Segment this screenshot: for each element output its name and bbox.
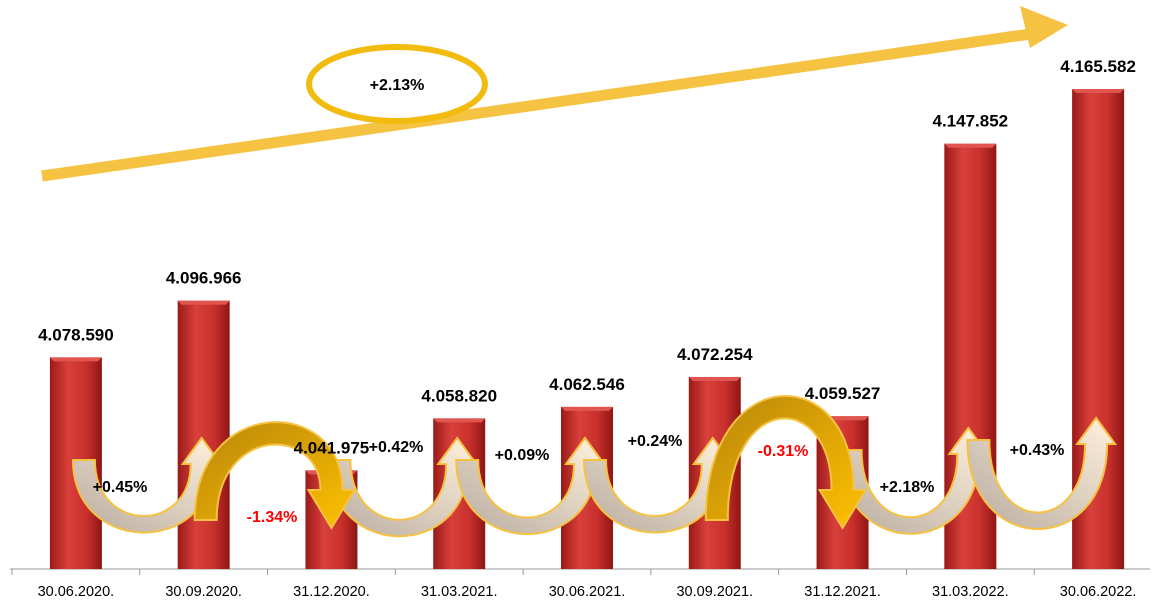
up-change-arrow (966, 416, 1118, 530)
change-label: +2.18% (880, 479, 935, 496)
down-change-arrow (704, 394, 868, 530)
change-label: +0.24% (628, 433, 683, 450)
bar-top (688, 376, 741, 381)
x-tick-label: 30.06.2022. (1060, 584, 1137, 600)
bar-value-label: 4.062.546 (549, 375, 625, 394)
bar-value-label: 4.165.582 (1060, 57, 1136, 76)
bar-top (177, 300, 230, 305)
bar-top (561, 406, 613, 411)
trend-arrow (41, 6, 1068, 182)
bar-top (1072, 89, 1125, 94)
bar-value-label: 4.058.820 (421, 386, 497, 405)
change-arrows (71, 394, 1118, 538)
bar-top (433, 418, 486, 423)
x-tick-label: 31.03.2021. (421, 584, 498, 600)
x-tick-label: 30.09.2020. (165, 584, 242, 600)
x-tick-label: 31.12.2020. (293, 584, 370, 600)
trend-arrow-shaft (41, 28, 1031, 182)
bar-value-label: 4.059.527 (805, 384, 881, 403)
x-tick-label: 30.06.2021. (549, 584, 626, 600)
change-label: -1.34% (247, 509, 298, 526)
bar-value-label: 4.096.966 (166, 269, 242, 288)
x-tick-label: 31.03.2022. (932, 584, 1009, 600)
x-axis (10, 568, 1150, 575)
change-label: +0.09% (495, 447, 550, 464)
total-change-label: +2.13% (370, 77, 425, 94)
bar-value-label: 4.072.254 (677, 345, 753, 364)
x-tick-label: 30.06.2020. (38, 584, 115, 600)
trend-arrow-head (1020, 6, 1068, 48)
change-label: -0.31% (758, 443, 809, 460)
change-label: +0.42% (369, 439, 424, 456)
down-change-arrow (193, 421, 357, 530)
bar-top (944, 143, 997, 148)
change-label: +0.43% (1010, 442, 1065, 459)
x-tick-label: 30.09.2021. (676, 584, 753, 600)
bar-top (49, 357, 102, 362)
labels: 4.078.590 30.06.2020. 4.096.966 30.09.2020.… (38, 44, 1137, 600)
change-label: +0.45% (93, 479, 148, 496)
bar-value-label: 4.147.852 (933, 112, 1009, 131)
bar-value-label: 4.078.590 (38, 325, 114, 344)
bar-value-label: 4.041.975 (294, 438, 370, 457)
total-change-ellipse (306, 44, 488, 124)
x-tick-label: 31.12.2021. (804, 584, 881, 600)
bar (177, 300, 230, 569)
